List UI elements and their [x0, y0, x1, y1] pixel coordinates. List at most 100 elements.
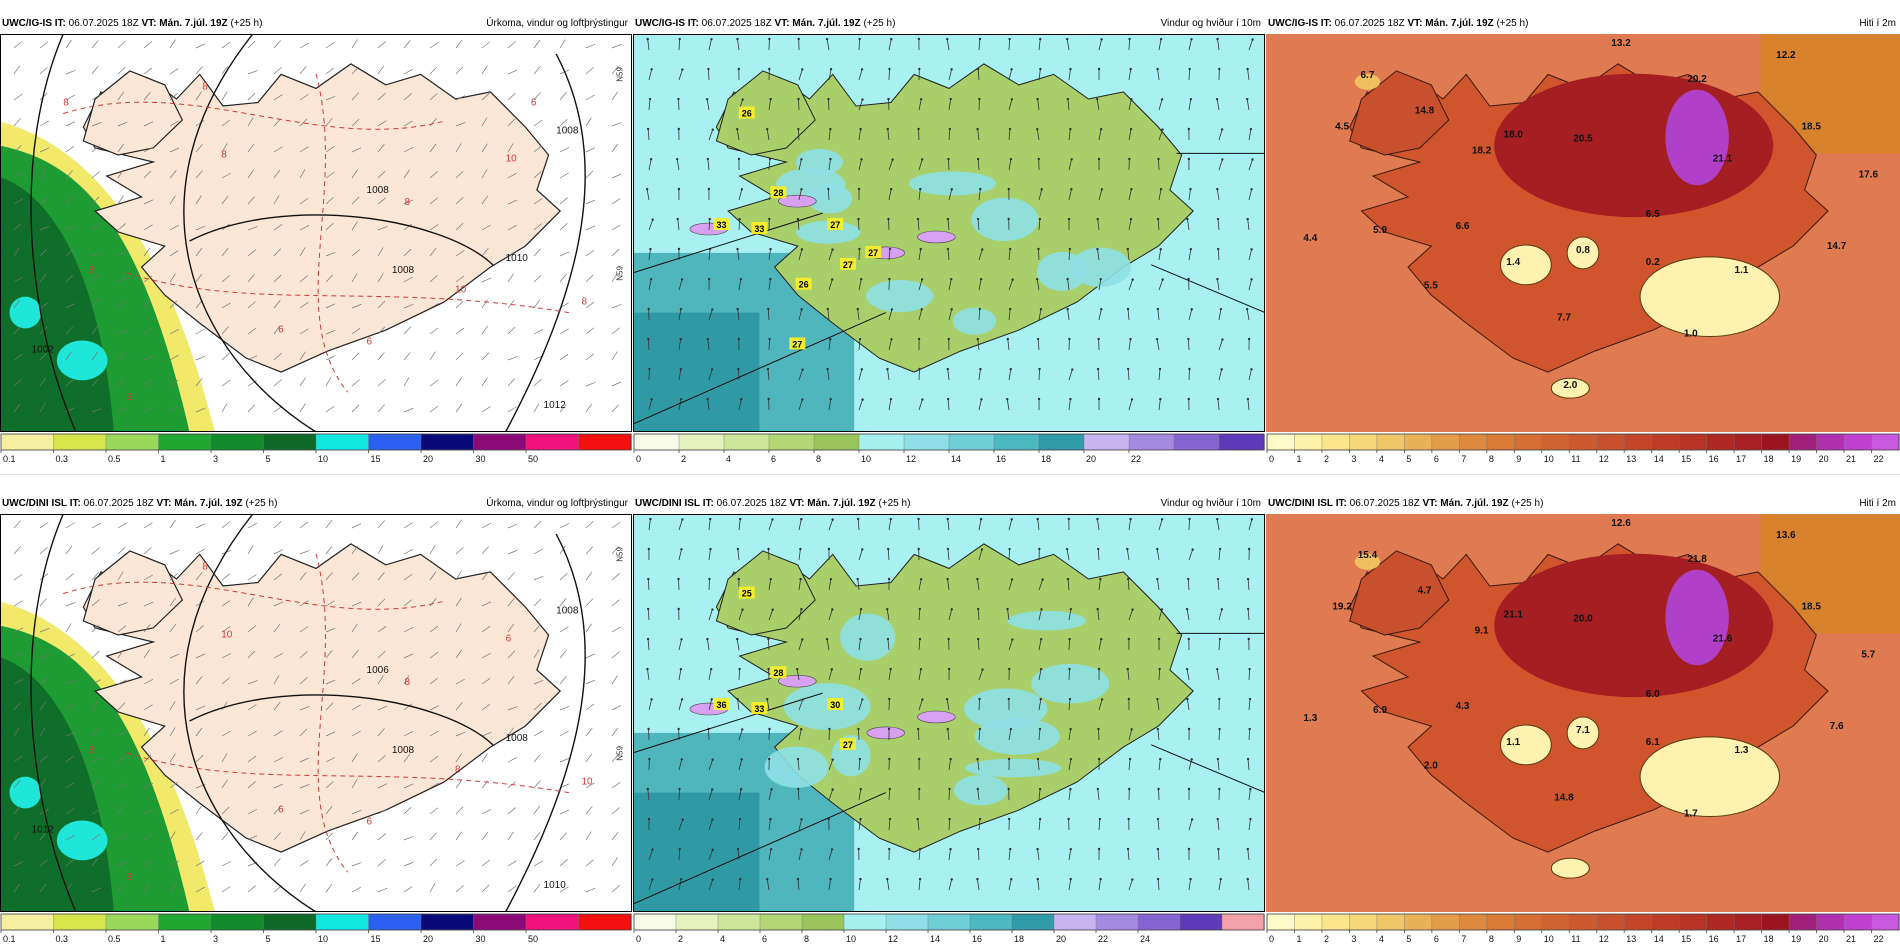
- run-info-it: 06.07.2025 18Z: [717, 498, 787, 509]
- latitude-label: N59: [616, 266, 625, 281]
- panel-title: Vindur og hviður í 10m: [1161, 496, 1261, 512]
- colorbar-tick-label: 0: [636, 934, 641, 944]
- temperature-label: 4.4: [1303, 233, 1317, 244]
- run-info-it-label: IT:: [688, 18, 699, 29]
- colorbar-tick-label: 1: [161, 454, 166, 464]
- colorbar-swatch: [369, 914, 422, 930]
- svg-text:27: 27: [868, 248, 878, 258]
- latitude-label: N59: [616, 67, 625, 82]
- isobar-label: 1008: [506, 733, 529, 744]
- colorbar-swatch: [1219, 434, 1265, 450]
- colorbar-swatch: [1322, 914, 1350, 930]
- colorbar-swatch: [54, 434, 107, 450]
- temperature-label: 2.0: [1424, 761, 1438, 772]
- colorbar-swatch: [1542, 434, 1570, 450]
- colorbar-swatch: [718, 914, 761, 930]
- colorbar-swatch: [1652, 434, 1680, 450]
- colorbar-swatch: [1432, 914, 1460, 930]
- temperature-contour-label: 8: [88, 265, 94, 276]
- temperature-contour-label: 8: [126, 872, 132, 883]
- temperature-contour-label: 6: [367, 816, 373, 827]
- colorbar-swatch: [724, 434, 770, 450]
- colorbar-swatch: [1, 914, 54, 930]
- temperature-label: 13.6: [1776, 530, 1796, 541]
- colorbar-swatch: [1817, 434, 1845, 450]
- colorbar-tick-label: 0.1: [3, 454, 16, 464]
- colorbar-swatch: [526, 914, 579, 930]
- colorbar-swatch: [369, 434, 422, 450]
- colorbar-swatch: [159, 434, 212, 450]
- colorbar-swatch: [1762, 434, 1790, 450]
- colorbar-swatch: [211, 434, 264, 450]
- run-info-lead: (+25 h): [245, 498, 277, 509]
- svg-text:27: 27: [843, 740, 853, 750]
- temperature-label: 15.4: [1358, 550, 1378, 561]
- isobar-label: 1002: [32, 344, 55, 355]
- svg-text:27: 27: [830, 220, 840, 230]
- colorbar-swatch: [802, 914, 845, 930]
- colorbar-tick-label: 5: [266, 454, 271, 464]
- svg-text:28: 28: [773, 188, 783, 198]
- run-info: UWC/DINI ISL IT: 06.07.2025 18Z VT: Mán.…: [635, 496, 910, 512]
- colorbar-swatch: [1084, 434, 1130, 450]
- run-info-vt-label: VT:: [157, 498, 172, 509]
- colorbar-swatch: [928, 914, 971, 930]
- colorbar-tick-label: 3: [1351, 934, 1356, 944]
- colorbar-tick-label: 10: [318, 454, 328, 464]
- colorbar-tick-label: 5: [1406, 934, 1411, 944]
- colorbar-swatch: [159, 914, 212, 930]
- colorbar-tick-label: 0.1: [3, 934, 16, 944]
- colorbar-tick-label: 2: [681, 454, 686, 464]
- temperature-label: 19.2: [1332, 602, 1352, 613]
- panel-title: Úrkoma, vindur og loftþrýstingur: [486, 16, 628, 32]
- temperature-label: 5.5: [1424, 281, 1438, 292]
- temperature-contour-label: 6: [278, 805, 284, 816]
- colorbar-tick-label: 1: [161, 934, 166, 944]
- colorbar-tick-label: 19: [1791, 934, 1801, 944]
- temperature-contour-label: 8: [202, 562, 208, 573]
- colorbar-tick-label: 20: [1056, 934, 1066, 944]
- colorbar-swatch: [1129, 434, 1175, 450]
- colorbar-swatch: [814, 434, 860, 450]
- temperature-contour-label: 8: [221, 149, 227, 160]
- isobar-label: 1012: [544, 400, 567, 411]
- colorbar-swatch: [526, 434, 579, 450]
- temperature-label: 6.9: [1373, 705, 1387, 716]
- colorbar-swatch: [1404, 914, 1432, 930]
- gust-label: 27: [840, 258, 856, 270]
- panel-header: UWC/DINI ISL IT: 06.07.2025 18Z VT: Mán.…: [633, 496, 1265, 512]
- colorbar-swatch: [1294, 914, 1322, 930]
- colorbar-swatch: [106, 914, 159, 930]
- colorbar-tick-label: 3: [213, 934, 218, 944]
- gust-label: 28: [770, 666, 786, 678]
- colorbar-tick-label: 15: [1681, 934, 1691, 944]
- colorbar-tick-label: 2: [1324, 454, 1329, 464]
- colorbar-tick-label: 10: [1544, 934, 1554, 944]
- panel-title: Úrkoma, vindur og loftþrýstingur: [486, 496, 628, 512]
- colorbar-swatch: [1487, 914, 1515, 930]
- colorbar-swatch: [1377, 434, 1405, 450]
- temperature-contour-label: 6: [506, 633, 512, 644]
- colorbar-swatch: [1267, 914, 1295, 930]
- colorbar-tick-label: 19: [1791, 454, 1801, 464]
- panel-title: Hiti í 2m: [1859, 496, 1896, 512]
- temperature-label: 0.2: [1646, 257, 1660, 268]
- panel-header: UWC/IG-IS IT: 06.07.2025 18Z VT: Mán. 7.…: [0, 16, 632, 32]
- colorbar-swatch: [1844, 914, 1872, 930]
- gust-label: 28: [770, 186, 786, 198]
- temperature-contour-label: 8: [455, 765, 461, 776]
- colorbar-swatch: [316, 914, 369, 930]
- forecast-panel-wind: UWC/IG-IS IT: 06.07.2025 18Z VT: Mán. 7.…: [633, 16, 1265, 466]
- isobar-label: 1012: [32, 824, 55, 835]
- run-info-vt: Mán. 7.júl. 19Z: [807, 498, 875, 509]
- temperature-contour-label: 10: [506, 153, 518, 164]
- colorbar-tick-label: 14: [1654, 454, 1664, 464]
- colorbar-swatch: [1734, 914, 1762, 930]
- temperature-label: 1.4: [1506, 257, 1520, 268]
